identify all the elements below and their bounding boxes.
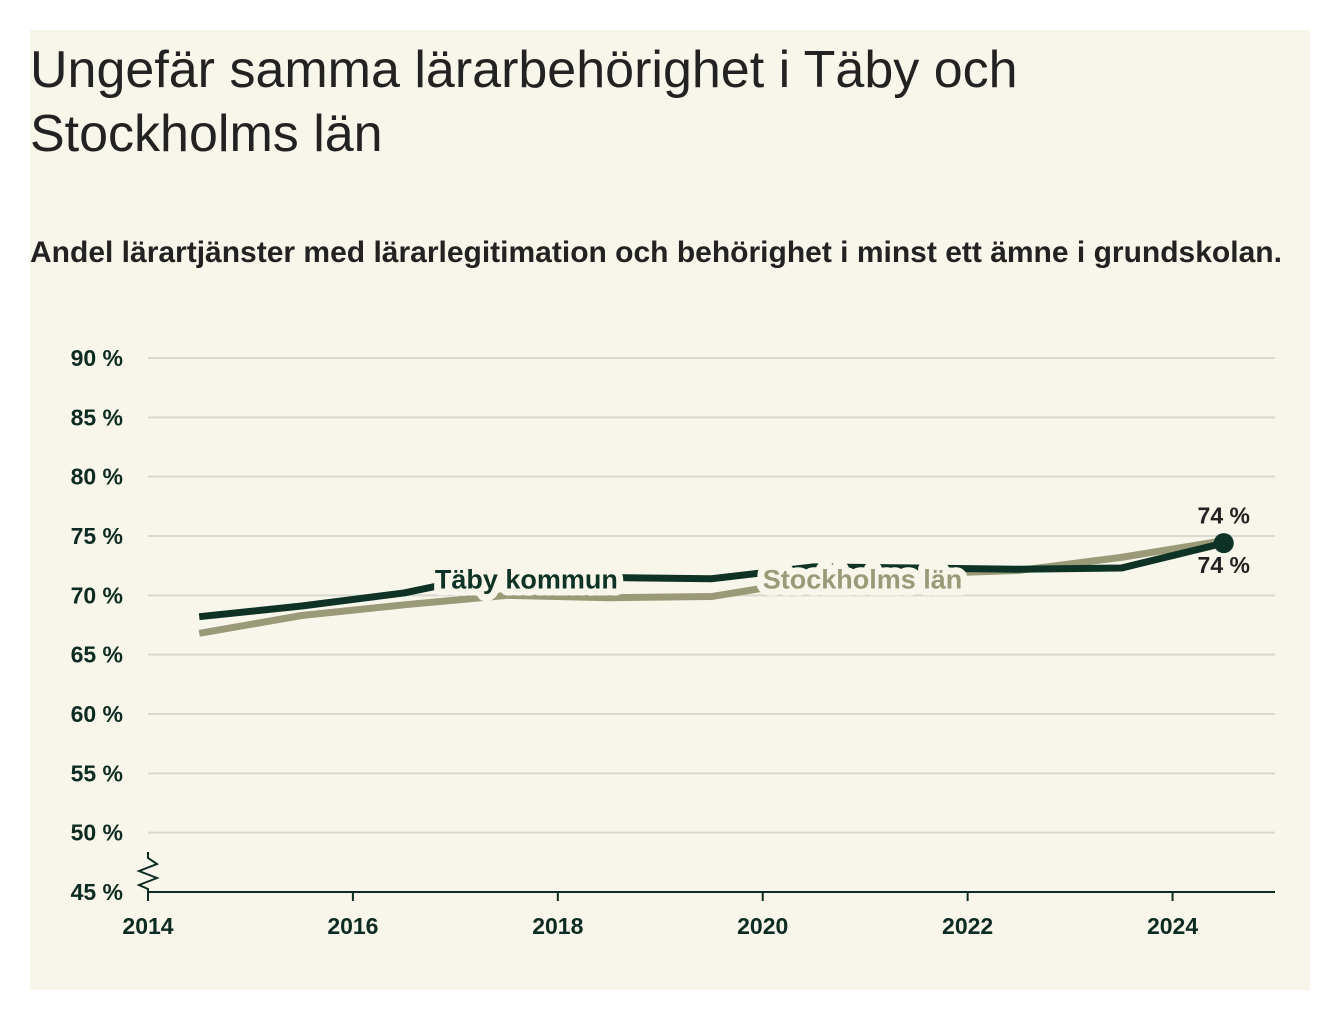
- y-tick-label: 85 %: [71, 404, 123, 430]
- y-axis-ticks: 45 % 50 % 55 % 60 % 65 % 70 % 75 % 80 % 85 % 90 %: [71, 345, 123, 905]
- chart-subtitle: Andel lärartjänster med lärarlegitimatio…: [30, 236, 1282, 269]
- end-point-dot: [1213, 533, 1234, 554]
- series-line: [198, 537, 1225, 637]
- line-chart: 45 % 50 % 55 % 60 % 65 % 70 % 75 % 80 % 85 % 90 %…: [71, 345, 1275, 939]
- y-tick-label: 50 %: [71, 820, 123, 846]
- y-tick-label: 55 %: [71, 760, 123, 786]
- series-label-taby: Täby kommun: [435, 565, 618, 595]
- y-tick-label: 80 %: [71, 464, 123, 490]
- x-tick-label: 2022: [942, 913, 993, 939]
- end-value-label-stockholm: 74 %: [1198, 503, 1250, 529]
- x-axis: 2014 2016 2018 2020 2022 2024: [122, 852, 1275, 939]
- y-tick-label: 65 %: [71, 642, 123, 668]
- end-value-label-taby: 74 %: [1198, 552, 1250, 578]
- y-tick-label: 75 %: [71, 523, 123, 549]
- chart-card: Ungefär samma lärarbehörighet i Täby och…: [30, 30, 1310, 990]
- series-labels: Täby kommun Stockholms län 74 % 74 %: [428, 503, 1250, 602]
- series-lines: [198, 533, 1234, 637]
- y-tick-label: 60 %: [71, 701, 123, 727]
- x-tick-label: 2014: [122, 913, 173, 939]
- x-tick-label: 2016: [327, 913, 378, 939]
- y-tick-label: 90 %: [71, 345, 123, 371]
- y-tick-label: 70 %: [71, 582, 123, 608]
- chart-title: Ungefär samma lärarbehörighet i Täby och…: [30, 41, 1018, 163]
- x-tick-label: 2020: [737, 913, 788, 939]
- x-tick-label: 2024: [1147, 913, 1198, 939]
- x-tick-label: 2018: [532, 913, 583, 939]
- y-tick-label: 45 %: [71, 879, 123, 905]
- series-label-stockholm: Stockholms län: [763, 565, 963, 595]
- series-line: [198, 539, 1225, 621]
- axis-break-marker: [136, 852, 160, 892]
